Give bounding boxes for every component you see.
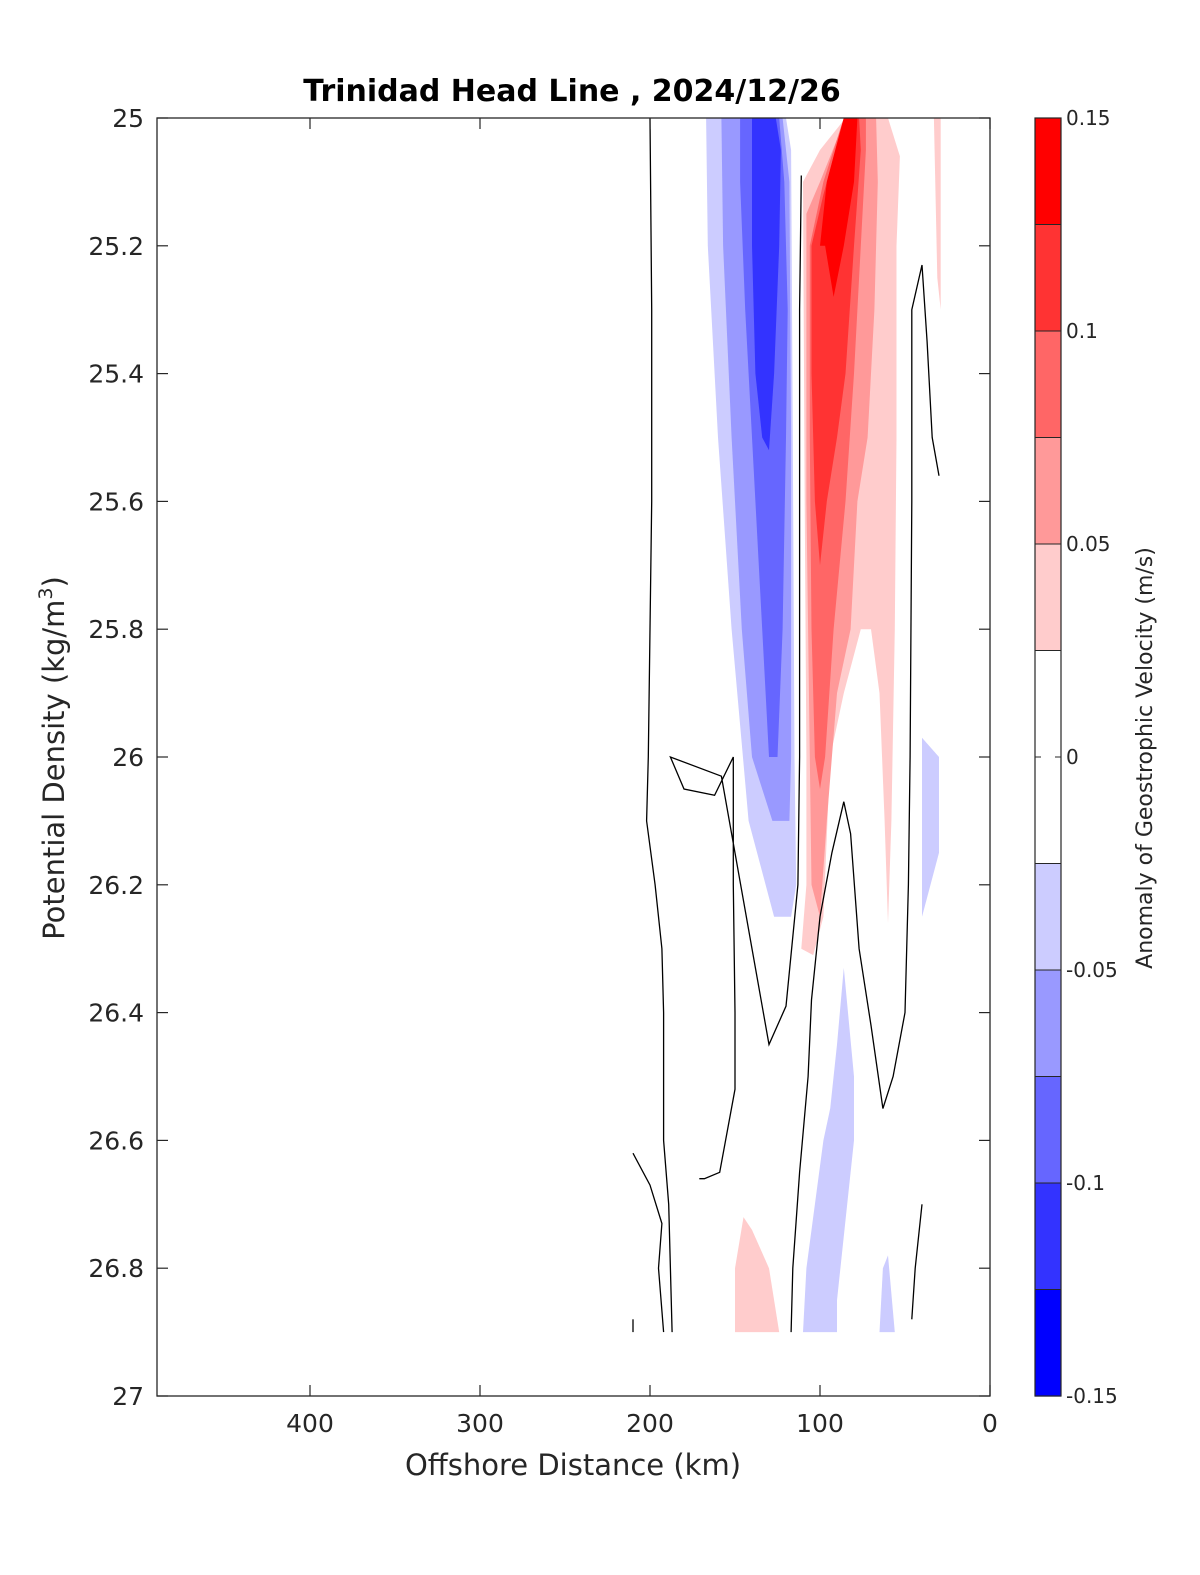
colorbar-tick-label: 0.15 xyxy=(1066,106,1111,130)
colorbar-segment-2 xyxy=(1035,331,1061,439)
x-axis-label: Offshore Distance (km) xyxy=(405,1448,741,1482)
zero-contour-line-2 xyxy=(632,1152,665,1333)
filled-contour-region-3 xyxy=(752,118,781,451)
y-axis-label-end: ) xyxy=(37,576,71,587)
fill-layer xyxy=(706,118,941,1333)
colorbar-tick-label: 0 xyxy=(1066,745,1079,769)
y-tick-label: 26.2 xyxy=(88,871,144,900)
y-axis: 25 25.2 25.4 25.6 25.8 26 26.2 26.4 26.6 26.8 27 xyxy=(88,104,990,1411)
chart-title: Trinidad Head Line , 2024/12/26 xyxy=(303,74,840,109)
filled-contour-region-11 xyxy=(803,967,854,1333)
y-axis-label-superscript: 3 xyxy=(35,587,57,599)
colorbar-tick-label: 0.1 xyxy=(1066,319,1098,343)
zero-contour-line-1 xyxy=(669,175,802,1180)
filled-contour-region-10 xyxy=(933,118,941,310)
colorbar-segment-1 xyxy=(1035,224,1061,332)
y-tick-label: 25.8 xyxy=(88,615,144,644)
colorbar-label: Anomaly of Geostrophic Velocity (m/s) xyxy=(1133,547,1158,969)
y-tick-label: 25.6 xyxy=(88,487,144,516)
y-tick-label: 26.4 xyxy=(88,999,144,1028)
colorbar-segment-9 xyxy=(1035,1183,1061,1291)
y-tick-label: 27 xyxy=(112,1382,144,1411)
zero-contour-line-4 xyxy=(911,1204,923,1320)
y-tick-label: 26.6 xyxy=(88,1126,144,1155)
colorbar-tick-label: 0.05 xyxy=(1066,532,1111,556)
colorbar-segment-0 xyxy=(1035,118,1061,226)
colorbar-tick-label: -0.15 xyxy=(1066,1384,1118,1408)
zero-contour-line-3 xyxy=(790,264,940,1333)
x-tick-label: 300 xyxy=(456,1409,504,1438)
colorbar-tick-label: -0.1 xyxy=(1066,1171,1105,1195)
x-axis: 400 300 200 100 0 xyxy=(286,118,998,1438)
y-tick-label: 26 xyxy=(112,743,144,772)
colorbar-segment-4 xyxy=(1035,544,1061,652)
colorbar-segment-3 xyxy=(1035,437,1061,545)
filled-contour-region-9 xyxy=(922,737,939,917)
filled-contour-region-13 xyxy=(879,1255,895,1333)
x-tick-label: 400 xyxy=(286,1409,334,1438)
x-tick-label: 200 xyxy=(626,1409,674,1438)
y-tick-label: 26.8 xyxy=(88,1254,144,1283)
colorbar-tick-label: -0.05 xyxy=(1066,958,1118,982)
colorbar: 0.15 0.1 0.05 0 -0.05 -0.1 -0.15 xyxy=(1034,106,1118,1408)
colorbar-segment-7 xyxy=(1035,970,1061,1078)
colorbar-segment-8 xyxy=(1035,1076,1061,1184)
contour-layer xyxy=(632,117,940,1333)
y-tick-label: 25 xyxy=(112,104,144,133)
zero-contour-line-0 xyxy=(645,117,673,1333)
colorbar-segment-6 xyxy=(1035,863,1061,971)
x-tick-label: 100 xyxy=(796,1409,844,1438)
filled-contour-region-8 xyxy=(820,118,858,297)
x-tick-label: 0 xyxy=(982,1409,998,1438)
y-tick-label: 25.4 xyxy=(88,360,144,389)
y-axis-label: Potential Density (kg/m3) xyxy=(35,576,71,940)
colorbar-segment-10 xyxy=(1035,1289,1061,1397)
filled-contour-region-12 xyxy=(735,1217,780,1333)
y-tick-label: 25.2 xyxy=(88,232,144,261)
y-axis-label-main: Potential Density (kg/m xyxy=(37,600,71,940)
